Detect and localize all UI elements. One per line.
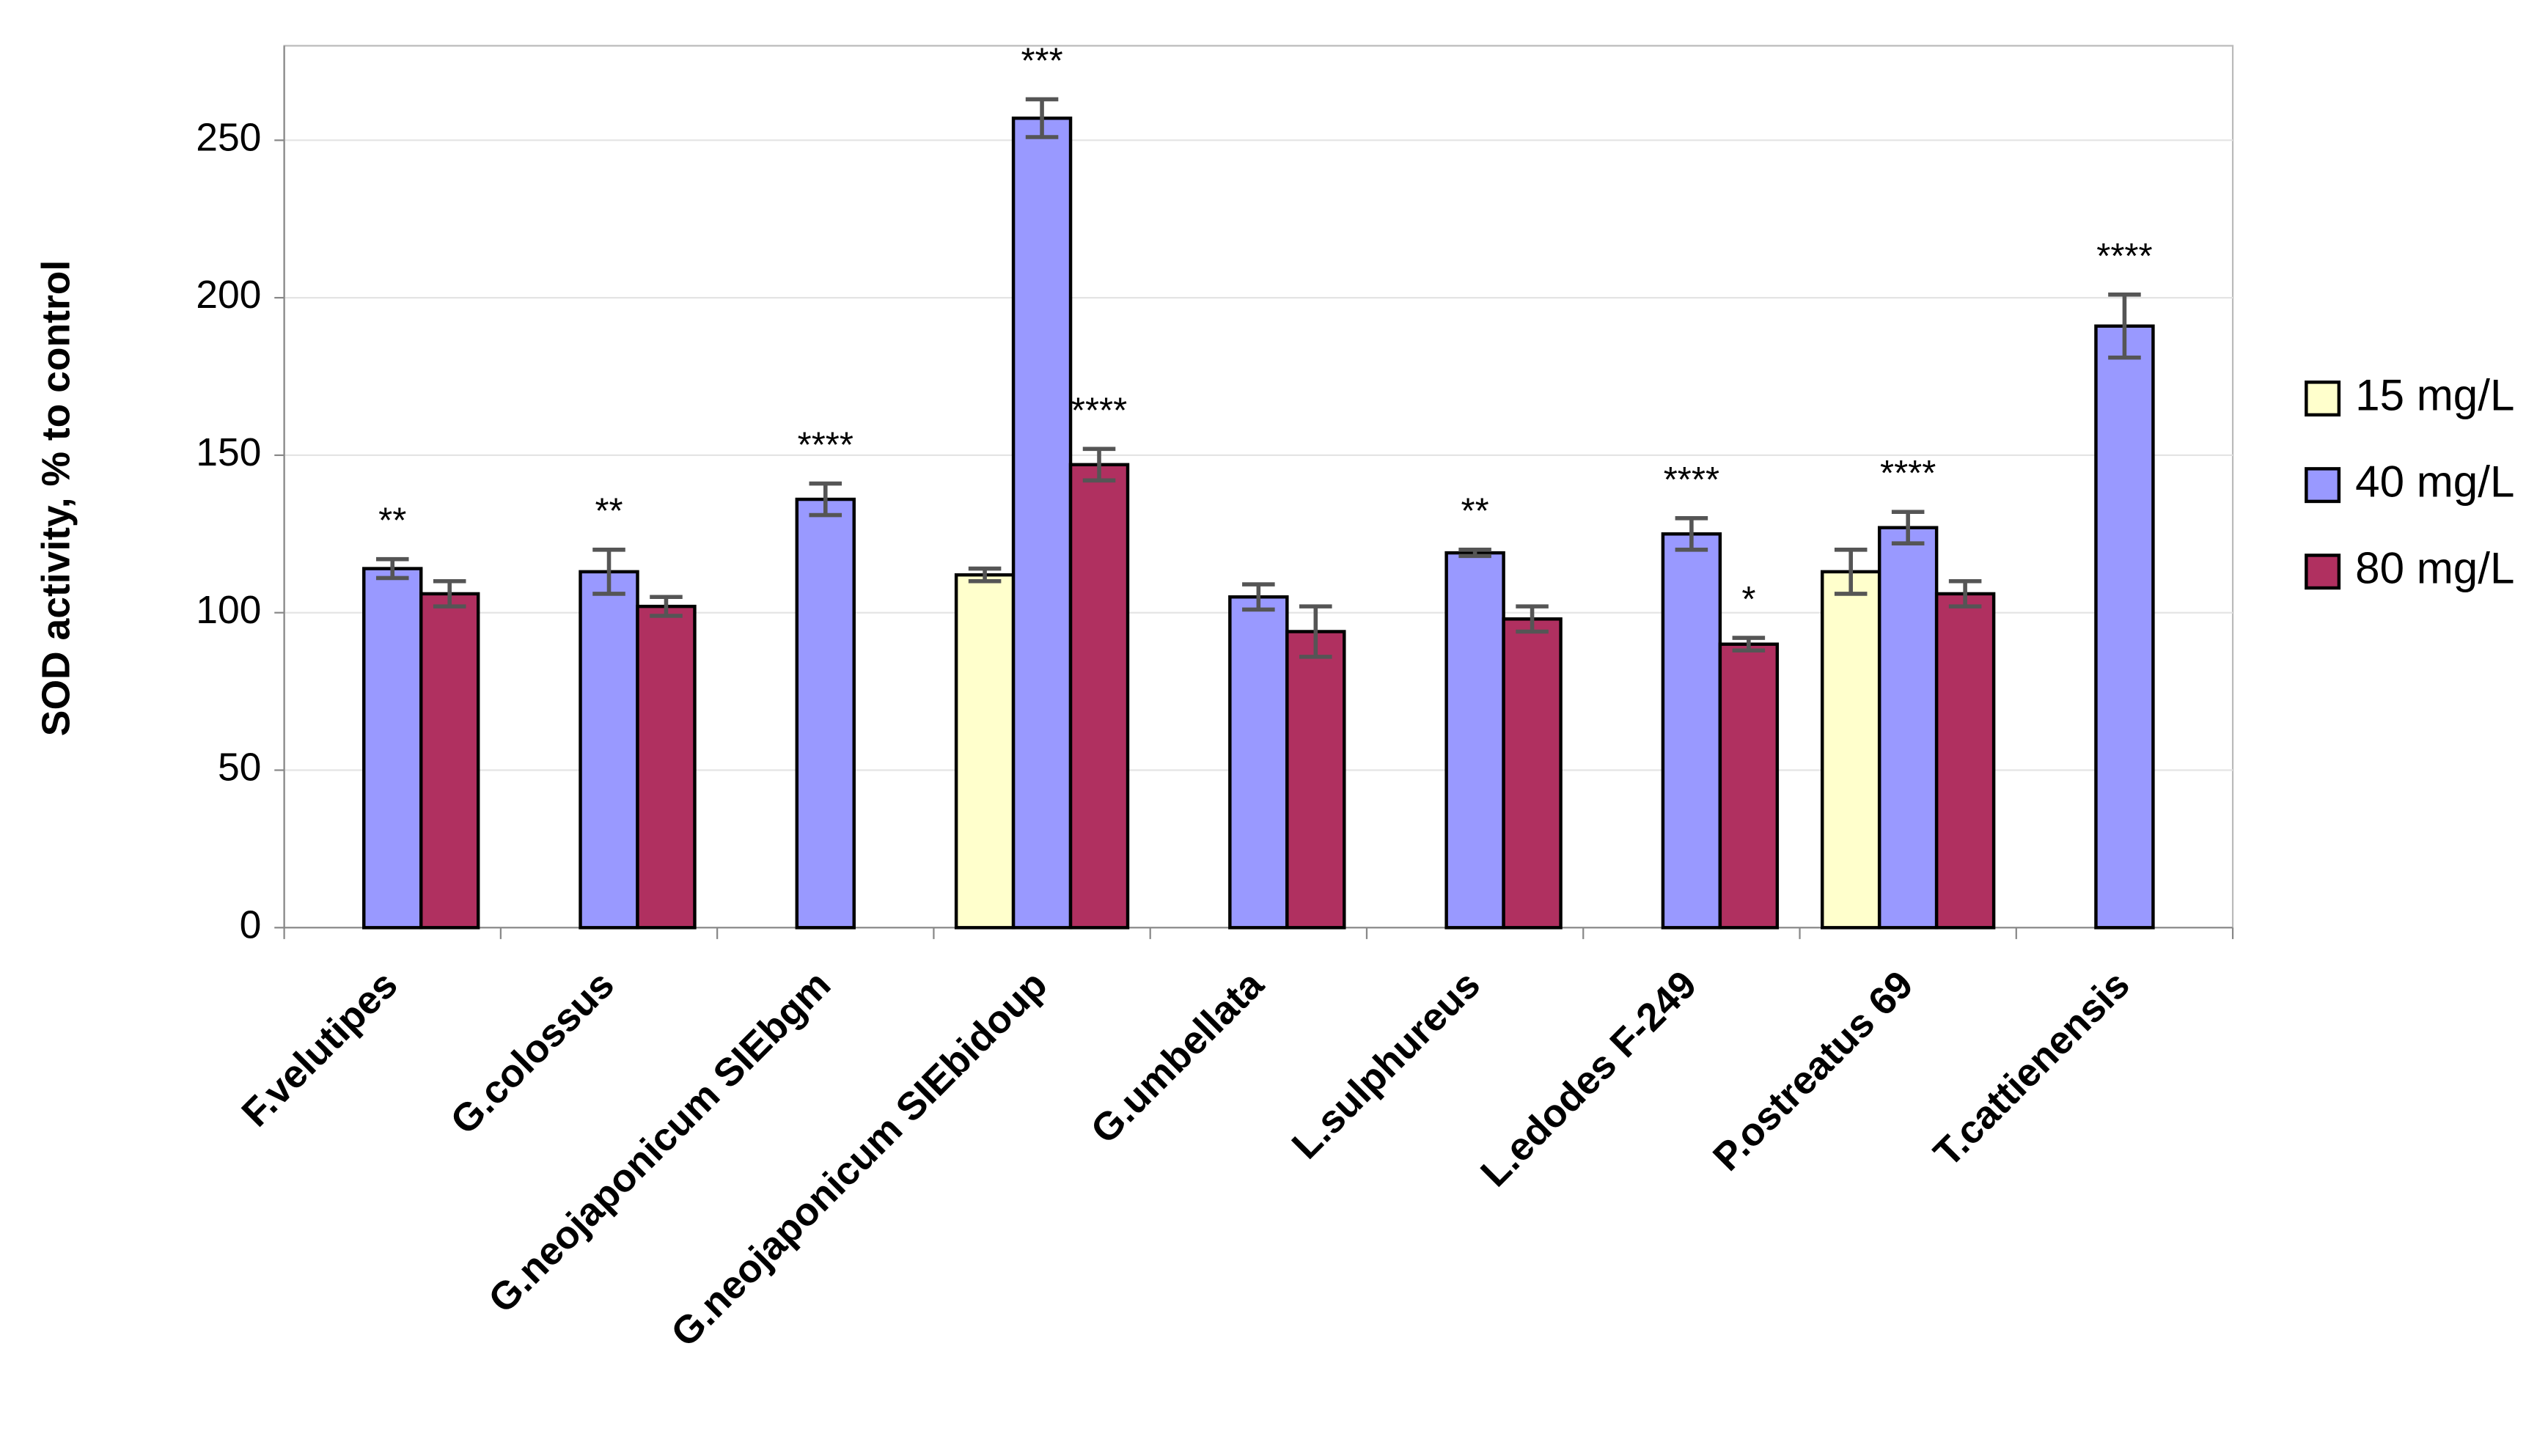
x-tick-label: F.velutipes [234,963,406,1135]
x-tick-label: L.edodes F-249 [1472,963,1705,1195]
significance-label: ** [1461,492,1489,532]
error-bar [1732,636,1766,653]
error-bar [1948,578,1982,608]
error-bar [1299,604,1332,659]
y-tick-label: 50 [218,746,261,790]
legend-swatch [2305,380,2341,417]
bar [1877,526,1939,930]
error-bar [2108,293,2141,360]
legend-swatch [2305,554,2341,590]
y-tick-label: 0 [240,903,262,946]
bar [1934,592,1996,930]
legend-label: 15 mg/L [2355,370,2514,419]
error-bar [1025,97,1059,139]
x-tick-label: T.cattienensis [1925,963,2138,1175]
bar [1285,630,1346,930]
error-bar [1082,446,1116,483]
x-tick-label: G.neojaponicum SIEbgm [480,963,839,1321]
significance-label: **** [1664,460,1719,500]
x-tick-label: G.umbellata [1083,962,1273,1152]
error-bar [375,556,409,581]
error-bar [809,481,842,518]
error-bar [1242,582,1275,612]
significance-label: **** [2096,237,2152,276]
bar [2094,324,2155,930]
bar [362,567,423,930]
error-bar [592,548,625,596]
legend-label: 80 mg/L [2355,544,2514,593]
error-bar [1458,548,1491,559]
error-bar [1516,604,1549,634]
bar [1718,642,1780,930]
bar [795,497,856,930]
error-bar [650,595,683,618]
error-bar [1891,510,1925,545]
significance-label: **** [1071,391,1127,430]
bar [1011,117,1073,930]
bar [579,570,639,930]
bar [1068,463,1130,930]
legend-swatch [2305,467,2341,504]
error-bar [1834,548,1868,596]
bar [419,592,480,930]
y-tick-label: 100 [196,589,261,632]
significance-label: ** [595,492,623,532]
y-tick-label: 200 [196,273,261,317]
bar [1502,617,1563,930]
significance-label: * [1741,580,1755,619]
bar [954,573,1016,930]
error-bar [1675,516,1708,552]
bar [1228,595,1289,930]
significance-label: **** [1880,454,1936,493]
significance-label: *** [1021,41,1062,81]
error-bar [968,566,1002,584]
y-axis-label: SOD activity, % to control [34,260,78,736]
error-bar [433,578,466,608]
y-tick-label: 250 [196,116,261,159]
bar [1820,570,1881,930]
significance-label: **** [798,426,853,466]
bar [636,604,697,930]
x-tick-label: G.colossus [443,963,623,1142]
legend-label: 40 mg/L [2355,457,2514,507]
x-tick-label: L.sulphureus [1284,963,1488,1167]
x-tick-label: P.ostreatus 69 [1705,963,1921,1179]
x-tick-label: G.neojaponicum SIEbidoup [663,963,1055,1355]
bar [1661,532,1722,930]
y-tick-label: 150 [196,431,261,474]
significance-label: ** [378,501,406,541]
bar [1444,551,1505,930]
